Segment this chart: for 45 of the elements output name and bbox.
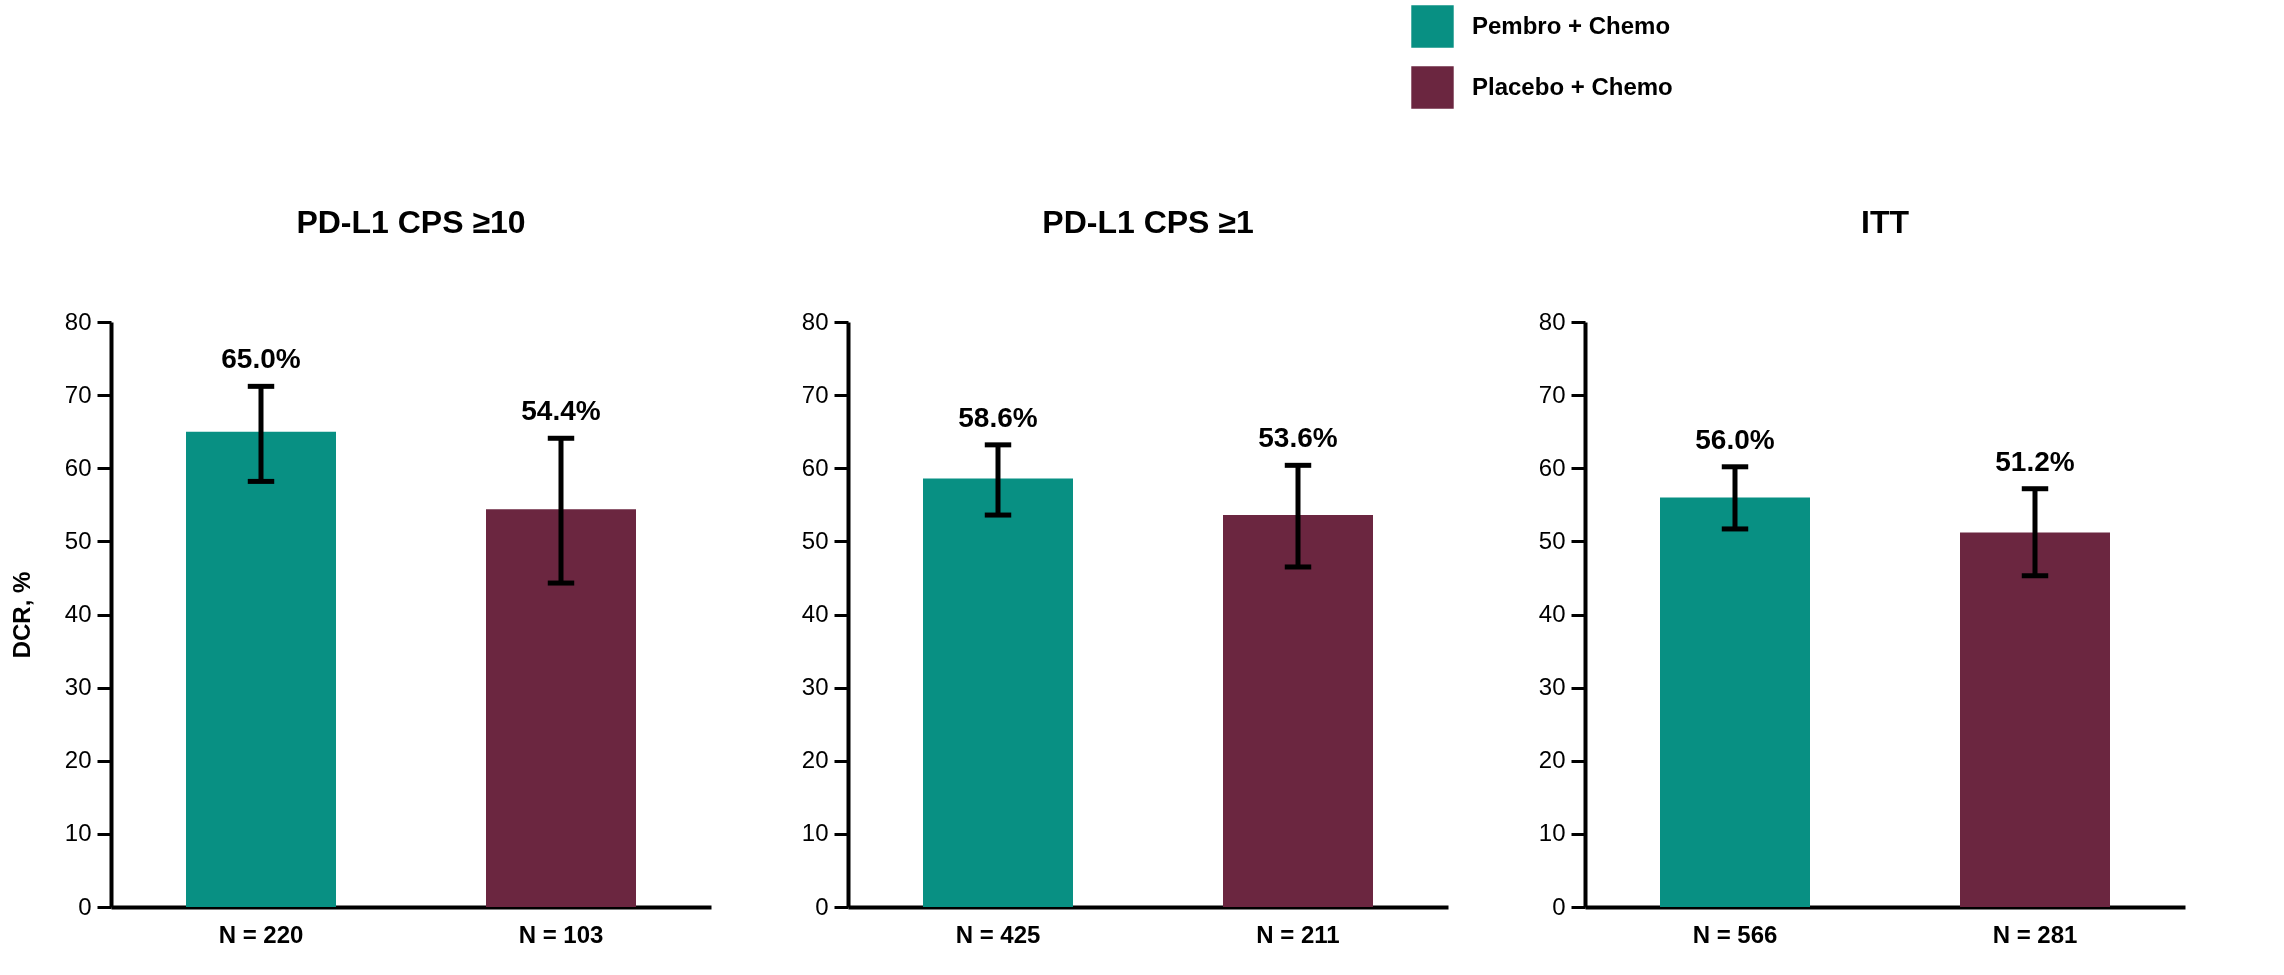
- x-tick-label: N = 566: [1692, 920, 1778, 948]
- chart-title: PD-L1 CPS ≥1: [1042, 204, 1254, 240]
- y-tick-label: 80: [64, 307, 92, 335]
- y-tick-label: 80: [801, 307, 829, 335]
- y-tick-label: 50: [801, 526, 829, 554]
- x-tick-label: N = 281: [1992, 920, 2078, 948]
- y-tick-label: 40: [801, 600, 829, 627]
- legend-label: Pembro + Chemo: [1472, 11, 1671, 39]
- y-tick-label: 30: [801, 673, 829, 701]
- y-tick-label: 40: [1538, 600, 1566, 627]
- data-label: 54.4%: [521, 395, 601, 427]
- y-tick-label: 50: [1538, 526, 1566, 554]
- y-tick-label: 0: [1552, 892, 1566, 920]
- y-tick-label: 10: [64, 819, 92, 847]
- y-tick-label: 10: [801, 819, 829, 847]
- y-axis-title: DCR, %: [7, 571, 35, 659]
- y-tick-label: 20: [801, 746, 829, 774]
- data-label: 51.2%: [1995, 445, 2075, 477]
- y-tick-label: 70: [1538, 380, 1566, 408]
- y-tick-label: 50: [64, 526, 92, 554]
- y-tick-label: 0: [815, 892, 829, 920]
- y-tick-label: 70: [64, 380, 92, 408]
- x-tick-label: N = 211: [1256, 920, 1340, 948]
- data-label: 56.0%: [1695, 423, 1775, 455]
- y-tick-label: 60: [801, 453, 829, 481]
- data-label: 65.0%: [221, 343, 301, 375]
- y-tick-label: 10: [1538, 819, 1566, 847]
- x-tick-label: N = 220: [218, 920, 304, 948]
- data-label: 58.6%: [958, 401, 1038, 433]
- y-tick-label: 40: [64, 600, 92, 627]
- y-tick-label: 70: [801, 380, 829, 408]
- y-tick-label: 30: [1538, 673, 1566, 701]
- y-tick-label: 0: [78, 892, 92, 920]
- legend-label: Placebo + Chemo: [1472, 72, 1673, 100]
- y-tick-label: 20: [1538, 746, 1566, 774]
- x-tick-label: N = 103: [518, 920, 604, 948]
- chart-title: PD-L1 CPS ≥10: [296, 204, 526, 240]
- chart-title: ITT: [1861, 204, 1910, 240]
- y-tick-label: 30: [64, 673, 92, 701]
- x-tick-label: N = 425: [955, 920, 1041, 948]
- data-label: 53.6%: [1258, 422, 1338, 454]
- y-tick-label: 80: [1538, 307, 1566, 335]
- y-tick-label: 60: [1538, 453, 1566, 481]
- y-tick-label: 20: [64, 746, 92, 774]
- y-tick-label: 60: [64, 453, 92, 481]
